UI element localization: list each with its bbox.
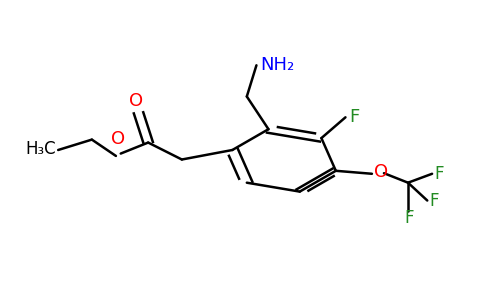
Text: NH₂: NH₂ [260,56,295,74]
Text: F: F [349,108,360,126]
Text: O: O [374,163,389,181]
Text: F: F [430,191,439,209]
Text: O: O [111,130,125,148]
Text: O: O [129,92,143,110]
Text: F: F [404,209,414,227]
Text: H₃C: H₃C [25,140,56,158]
Text: F: F [435,165,444,183]
